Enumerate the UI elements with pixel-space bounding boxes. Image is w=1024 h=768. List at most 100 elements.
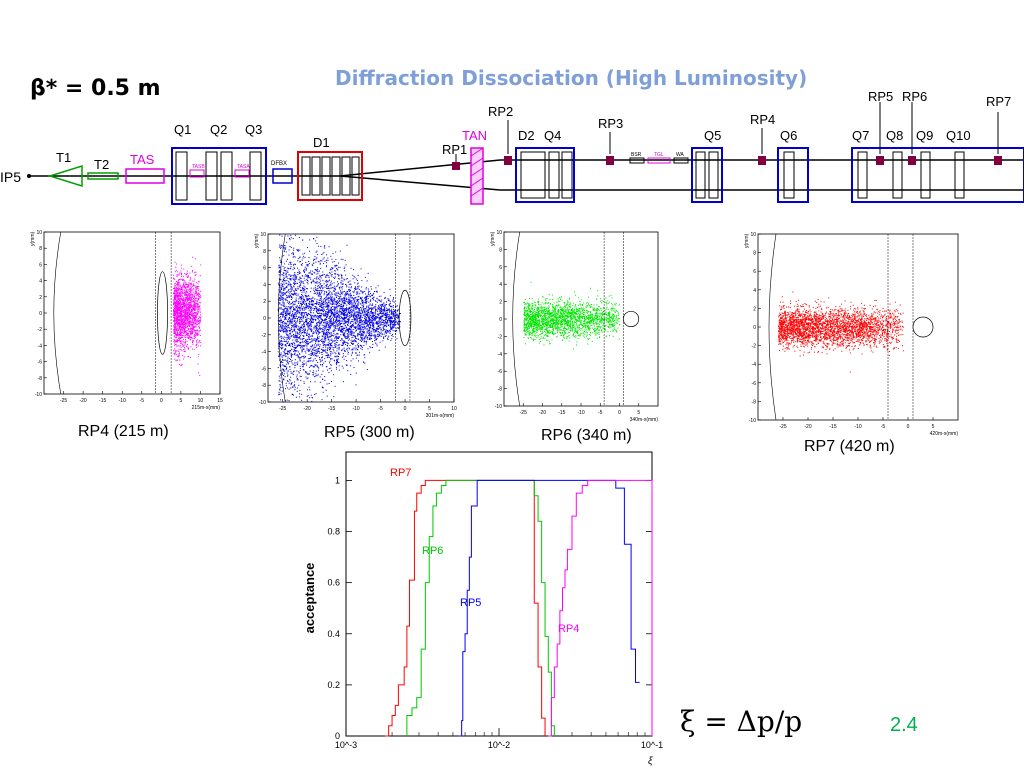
x-tick-label: 0 xyxy=(907,424,910,430)
y-tick-label: 1 xyxy=(335,475,340,485)
y-tick-label: -10 xyxy=(749,418,756,424)
y-tick-label: 10 xyxy=(36,230,42,236)
aperture-ellipse xyxy=(398,289,412,347)
rp1-pot xyxy=(452,162,460,170)
y-tick-label: -6 xyxy=(752,381,757,387)
x-tick-label: 10 xyxy=(198,398,204,404)
y-axis-label: y(mm) xyxy=(254,234,260,248)
y-tick-label: -4 xyxy=(752,362,757,368)
tasa-label: TASA xyxy=(237,164,250,170)
tasb-label: TASB xyxy=(192,164,205,170)
x-tick-label: 10 xyxy=(451,406,457,412)
q7-q10-box xyxy=(851,147,1024,203)
series-rp6-label: RP6 xyxy=(422,545,443,557)
rp6-caption: RP6 (340 m) xyxy=(541,427,632,444)
y-tick-label: 0 xyxy=(753,325,756,331)
x-axis-label: 215m-x(mm) xyxy=(192,405,221,411)
y-tick-label: 0.4 xyxy=(327,629,340,639)
plot-frame xyxy=(43,231,221,395)
x-tick-label: 10^-2 xyxy=(488,740,510,750)
hit-points xyxy=(277,234,401,403)
x-tick-label: 10^-1 xyxy=(641,740,663,750)
x-tick-label: -15 xyxy=(328,406,335,412)
hit-points xyxy=(523,281,621,350)
x-tick-label: -25 xyxy=(60,398,67,404)
y-tick-label: -8 xyxy=(262,383,267,389)
y-tick-label: 4 xyxy=(499,282,502,288)
y-tick-label: 0 xyxy=(39,311,42,317)
d2-label: D2 xyxy=(518,128,535,143)
rp5-label: RP5 xyxy=(868,90,893,104)
beta-star-label: β* = 0.5 m xyxy=(30,76,161,101)
x-axis-label: 301m-x(mm) xyxy=(426,413,455,419)
t1-label: T1 xyxy=(56,150,71,165)
x-tick-label: -10 xyxy=(577,410,584,416)
series-rp7-label: RP7 xyxy=(390,467,411,479)
y-tick-label: -8 xyxy=(498,387,503,393)
y-tick-label: 4 xyxy=(753,288,756,294)
beam-pipe-curve xyxy=(512,231,520,407)
triplet-q1-q3 xyxy=(171,147,267,205)
y-tick-label: 2 xyxy=(263,299,266,305)
y-tick-label: 4 xyxy=(39,279,42,285)
x-tick-label: -20 xyxy=(79,398,86,404)
q2-label: Q2 xyxy=(210,122,227,137)
y-tick-label: -2 xyxy=(38,327,43,333)
rp7-caption: RP7 (420 m) xyxy=(804,438,895,455)
x-tick-label: -25 xyxy=(279,406,286,412)
y-tick-label: -2 xyxy=(262,333,267,339)
dfbx-box xyxy=(272,168,293,184)
q6-label: Q6 xyxy=(780,128,797,143)
y-tick-label: 2 xyxy=(499,300,502,306)
d1-dipole xyxy=(297,151,363,201)
t1-absorber xyxy=(47,164,83,188)
x-tick-label: -10 xyxy=(352,406,359,412)
wa-label: WA xyxy=(676,152,685,158)
q7-label: Q7 xyxy=(852,128,869,143)
aperture-ellipse xyxy=(157,271,168,355)
x-tick-label: 5 xyxy=(428,406,431,412)
q5-label: Q5 xyxy=(704,128,721,143)
tas-label: TAS xyxy=(130,152,155,167)
y-tick-label: 6 xyxy=(753,269,756,275)
x-tick-label: -15 xyxy=(829,424,836,430)
rp6-pot xyxy=(908,156,916,165)
y-tick-label: -8 xyxy=(38,376,43,382)
t2-label: T2 xyxy=(94,157,109,172)
rp3-label: RP3 xyxy=(598,116,623,131)
y-tick-label: 2 xyxy=(39,295,42,301)
y-tick-label: 0 xyxy=(335,731,340,741)
q9-label: Q9 xyxy=(916,128,933,143)
slide-title: Diffraction Dissociation (High Luminosit… xyxy=(335,66,808,90)
x-tick-label: -5 xyxy=(881,424,886,430)
q1-label: Q1 xyxy=(174,122,191,137)
x-axis-label: 420m-x(mm) xyxy=(930,431,959,437)
dfbx-label: DFBX xyxy=(271,161,287,167)
x-tick-label: -10 xyxy=(119,398,126,404)
y-tick-label: 6 xyxy=(499,265,502,271)
rp4-pot xyxy=(758,156,766,165)
x-tick-label: -5 xyxy=(378,406,383,412)
rp7-hit-scatter-plot: -25 -20 -15 -10 -5 0 5-10-8-6-4-20246810420m-x… xyxy=(744,232,959,437)
y-axis-label: acceptance xyxy=(302,563,317,634)
q6-box xyxy=(777,147,809,203)
x-tick-label: -15 xyxy=(99,398,106,404)
y-tick-label: 0.2 xyxy=(327,680,340,690)
rp4-hit-scatter-plot: -25 -20 -15 -10 -5 0 5 10 15-10-8-6-4-2024681021… xyxy=(30,230,223,411)
hit-points xyxy=(778,291,904,373)
y-tick-label: 10 xyxy=(750,232,756,238)
d1-label: D1 xyxy=(313,135,330,150)
rp7-pot xyxy=(994,156,1002,165)
x-tick-label: -5 xyxy=(598,410,603,416)
series-rp5-line xyxy=(459,479,640,737)
y-tick-label: 4 xyxy=(263,282,266,288)
y-tick-label: -6 xyxy=(38,360,43,366)
tgl-label: TGL xyxy=(654,152,664,158)
bsr-label: BSR xyxy=(631,152,642,158)
x-tick-label: -25 xyxy=(520,410,527,416)
beam-pipe-curve xyxy=(278,233,286,403)
y-tick-label: 8 xyxy=(753,251,756,257)
y-tick-label: 0 xyxy=(263,316,266,322)
rp5-caption: RP5 (300 m) xyxy=(324,424,415,441)
beamline-diagram: IP5 T1 T2 TAS TASB TASA Q1 Q2 Q3 DFBX D1… xyxy=(0,90,1024,205)
